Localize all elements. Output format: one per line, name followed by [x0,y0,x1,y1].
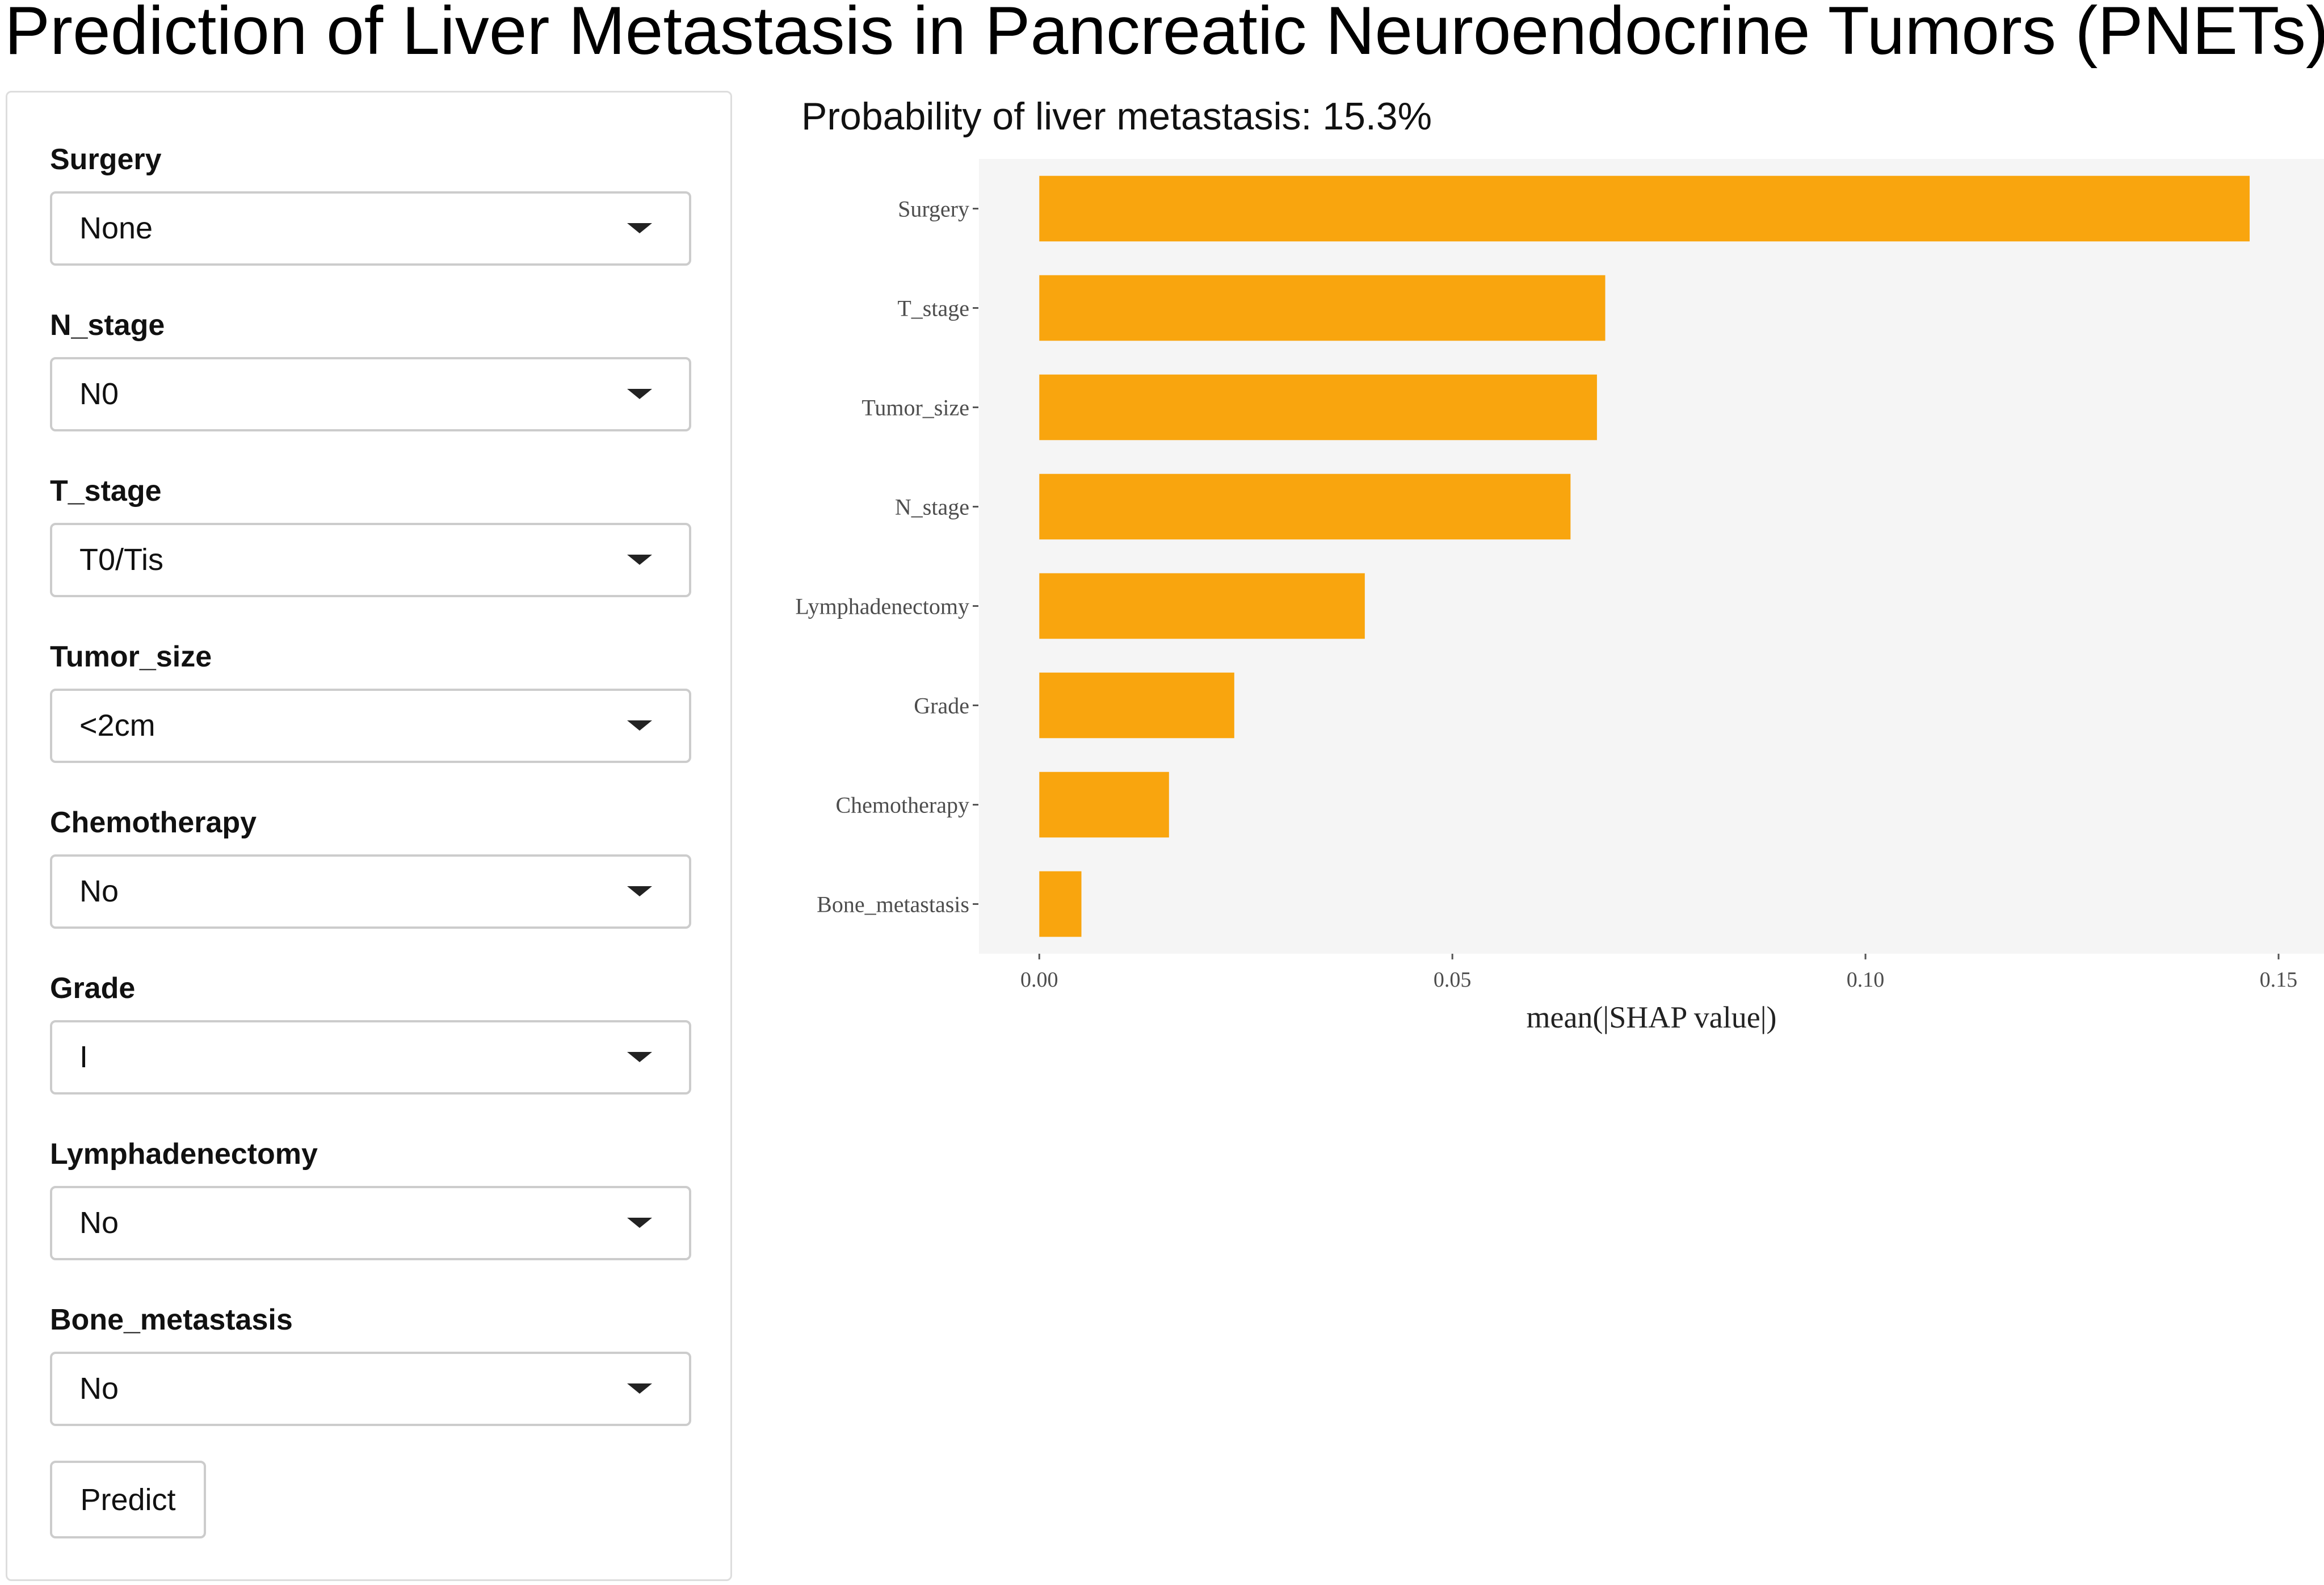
bone-metastasis-label: Bone_metastasis [50,1303,293,1336]
y-tick-label: N_stage [895,494,969,520]
y-tick-label: Bone_metastasis [817,892,969,917]
t-stage-label: T_stage [50,475,162,508]
chemotherapy-value: No [79,874,119,908]
chevron-down-icon [627,1383,652,1394]
bar [1039,175,2250,242]
x-tick-label: 0.00 [1020,968,1058,992]
y-tick-label: Surgery [898,196,969,222]
bar [1039,275,1606,341]
y-tick-label: T_stage [897,296,969,321]
chemotherapy-label: Chemotherapy [50,806,257,839]
tumor-size-field: Tumor_size <2cm [50,640,691,763]
x-axis-label: mean(|SHAP value|) [1526,1000,1776,1034]
probability-result: Probability of liver metastasis: 15.3% [801,95,1432,138]
chevron-down-icon [627,223,652,233]
lymphadenectomy-select[interactable]: No [50,1186,691,1260]
n-stage-field: N_stage N0 [50,308,691,431]
chemotherapy-field: Chemotherapy No [50,806,691,929]
bone-metastasis-select[interactable]: No [50,1352,691,1426]
bar [1039,871,1082,937]
surgery-field: Surgery None [50,142,691,266]
bone-metastasis-value: No [79,1372,119,1406]
chevron-down-icon [627,555,652,565]
y-tick-label: Lymphadenectomy [795,594,969,619]
chevron-down-icon [627,886,652,896]
chevron-down-icon [627,1052,652,1062]
t-stage-field: T_stage T0/Tis [50,474,691,597]
n-stage-label: N_stage [50,309,165,342]
x-tick-label: 0.05 [1434,968,1472,992]
predict-button[interactable]: Predict [50,1461,206,1538]
lymphadenectomy-value: No [79,1206,119,1240]
bar [1039,473,1571,540]
app-title: Prediction of Liver Metastasis in Pancre… [5,0,2324,69]
surgery-label: Surgery [50,143,162,176]
x-tick-label: 0.15 [2260,968,2298,992]
shap-chart-svg: Surgery T_stage Tumor_size N_stage Lymphaden… [795,159,2324,1034]
bone-metastasis-field: Bone_metastasis No [50,1303,691,1426]
t-stage-value: T0/Tis [79,543,163,577]
chevron-down-icon [627,1218,652,1228]
y-tick-label: Grade [914,693,969,719]
t-stage-select[interactable]: T0/Tis [50,523,691,597]
shap-chart: Surgery T_stage Tumor_size N_stage Lymphaden… [792,153,2324,1053]
chemotherapy-select[interactable]: No [50,854,691,929]
chevron-down-icon [627,720,652,731]
grade-select[interactable]: I [50,1020,691,1095]
n-stage-value: N0 [79,377,119,411]
chevron-down-icon [627,389,652,399]
y-tick-label: Chemotherapy [836,792,970,818]
tumor-size-value: <2cm [79,708,156,743]
grade-field: Grade I [50,971,691,1095]
surgery-value: None [79,211,153,245]
lymphadenectomy-label: Lymphadenectomy [50,1138,318,1171]
tumor-size-select[interactable]: <2cm [50,689,691,763]
y-tick-label: Tumor_size [861,395,969,421]
bar [1039,771,1169,838]
grade-value: I [79,1040,89,1074]
bar [1039,672,1234,739]
lymphadenectomy-field: Lymphadenectomy No [50,1137,691,1260]
bar [1039,573,1365,639]
n-stage-select[interactable]: N0 [50,357,691,431]
grade-label: Grade [50,972,136,1005]
bar [1039,374,1597,441]
x-tick-label: 0.10 [1847,968,1885,992]
input-sidebar: Surgery None N_stage N0 T_stage T0/Tis T… [6,91,732,1581]
surgery-select[interactable]: None [50,191,691,266]
tumor-size-label: Tumor_size [50,640,212,673]
